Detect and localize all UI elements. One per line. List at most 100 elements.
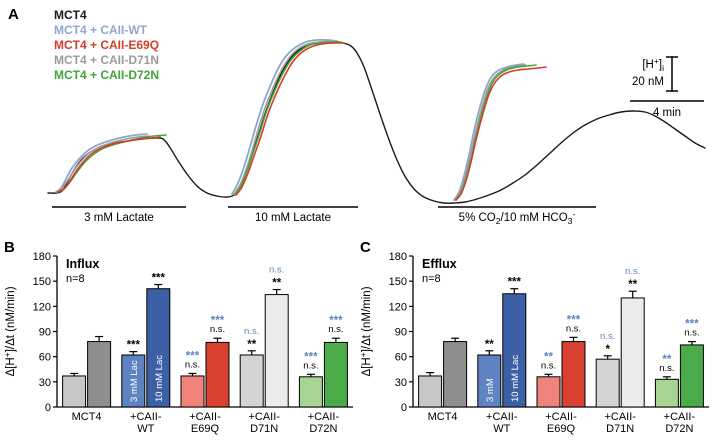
x-category-label: MCT4 [428,411,458,423]
bar-b-g2-s0 [180,375,205,408]
significance-annotation: ** [247,339,256,351]
panel-a-label: A [8,6,19,23]
scalebar-y-label: [H+]i [642,56,664,73]
significance-annotation: *** [127,340,141,352]
bar-c-g2-s0 [536,376,561,408]
in-bar-series-label: 10 mM Lac [510,355,521,402]
bar-b-g1-s1 [146,288,171,408]
significance-annotation: ** [662,354,671,366]
y-tick-label: 150 [389,276,407,288]
application-label-2: 5% CO2/10 mM HCO3- [459,209,576,226]
bar-b-g2-s1 [205,341,230,408]
significance-annotation: *** [567,314,581,326]
trace-mct4-caii-d71n [233,40,331,195]
x-category-label: D72N [309,423,337,435]
x-category-label: +CAII- [664,411,696,423]
x-category-label: +CAII- [130,411,162,423]
application-label-1: 10 mM Lactate [255,212,331,224]
x-category-label: E69Q [191,423,220,435]
y-axis-label: Δ[H+]/Δt (nM/min) [358,286,373,376]
y-tick-label: 180 [33,251,51,263]
x-category-label: D71N [250,423,278,435]
chart-title: Efflux [422,257,457,271]
x-category-label: WT [493,423,510,435]
scalebar-y-value: 20 nM [632,76,664,88]
x-category-label: +CAII- [604,411,636,423]
trace-mct4 [47,41,706,204]
significance-annotation: n.s. [625,266,640,277]
y-tick-label: 0 [45,402,51,414]
significance-annotation: *** [152,273,166,285]
significance-annotation: n.s. [210,324,225,335]
x-category-label: D71N [606,423,634,435]
significance-annotation: n.s. [541,360,556,371]
bar-c-g3-s0 [595,358,620,408]
significance-annotation: n.s. [600,331,615,342]
panel-label: C [360,239,371,256]
trace-mct4-caii-d72n [234,41,342,196]
significance-annotation: n.s. [684,328,699,339]
trace-mct4-caii-e69q [57,136,161,193]
significance-annotation: n.s. [269,265,284,276]
trace-mct4-caii-wt [231,38,338,195]
bar-c-g4-s0 [654,378,679,408]
significance-annotation: n.s. [566,323,581,334]
application-label-0: 3 mM Lactate [84,212,154,224]
in-bar-series-label: 3 mM Lac [129,360,140,402]
bar-b-g3-s1 [264,294,289,408]
significance-annotation: *** [186,350,200,362]
x-category-label: +CAII- [545,411,577,423]
significance-annotation: * [605,344,610,356]
legend-item: MCT4 + CAII-WT [54,23,147,37]
bar-b-g0-s0 [62,375,87,408]
panel-a-legend: MCT4 MCT4 + CAII-WT MCT4 + CAII-E69Q MCT4 +… [54,8,159,83]
significance-annotation: *** [508,277,522,289]
chart-n-label: n=8 [66,273,85,285]
trace-mct4-caii-d71n [454,64,527,201]
significance-annotation: n.s. [659,363,674,374]
bar-b-g4-s1 [323,341,348,408]
bar-c-g0-s1 [443,341,468,408]
legend-item: MCT4 + CAII-D71N [54,53,160,67]
panel-a-traces: 3 mM Lactate 10 mM Lactate 5% CO2/10 mM HC… [47,38,706,226]
y-tick-label: 150 [33,276,51,288]
x-category-label: WT [137,423,154,435]
significance-annotation: n.s. [244,326,259,337]
significance-annotation: n.s. [328,324,343,335]
legend-item: MCT4 [54,8,87,22]
significance-annotation: *** [685,319,699,331]
bar-c-g3-s1 [620,297,645,408]
x-category-label: E69Q [547,423,576,435]
trace-mct4-caii-e69q [235,42,345,196]
significance-annotation: ** [272,278,281,290]
x-category-label: +CAII- [189,411,221,423]
trace-mct4-caii-d71n [56,135,150,193]
in-bar-series-label: 10 mM Lac [154,355,165,402]
x-category-label: +CAII- [308,411,340,423]
x-category-label: +CAII- [486,411,518,423]
legend-item: MCT4 + CAII-E69Q [54,38,160,52]
bar-c-g2-s1 [561,341,586,408]
chart-n-label: n=8 [422,273,441,285]
y-tick-label: 120 [33,301,51,313]
y-tick-label: 0 [401,402,407,414]
y-tick-label: 180 [389,251,407,263]
significance-annotation: n.s. [303,360,318,371]
chart-title: Influx [66,257,99,271]
bar-c-g0-s0 [418,375,443,408]
y-tick-label: 90 [39,327,51,339]
in-bar-series-label: 3 mM [485,378,496,402]
scalebar-x-value: 4 min [653,107,681,119]
trace-mct4-caii-wt [55,133,148,193]
bar-b-g4-s0 [298,376,323,408]
y-tick-label: 90 [395,327,407,339]
y-tick-label: 60 [395,352,407,364]
trace-mct4-caii-d72n [455,64,537,201]
x-category-label: D72N [665,423,693,435]
significance-annotation: ** [544,351,553,363]
x-category-label: MCT4 [72,411,102,423]
significance-annotation: ** [485,339,494,351]
significance-annotation: ** [628,279,637,291]
legend-item: MCT4 + CAII-D72N [54,68,160,82]
